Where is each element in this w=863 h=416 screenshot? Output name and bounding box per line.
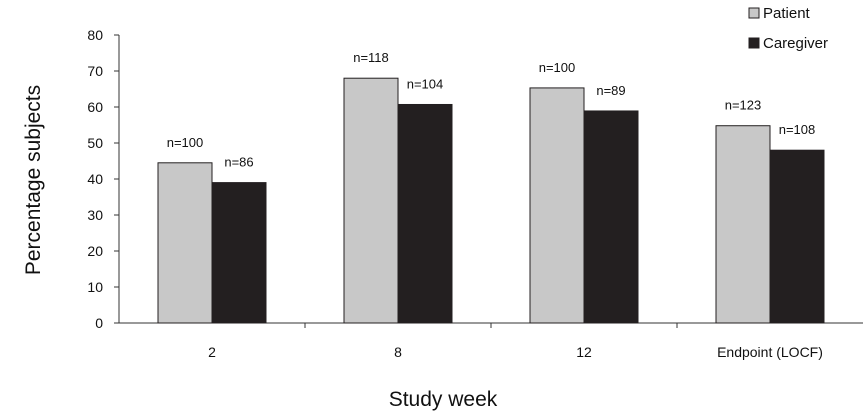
y-axis: 0 10 20 30 40 50 60 70 80 xyxy=(87,27,120,331)
bar-caregiver xyxy=(583,110,639,324)
bar-caregiver xyxy=(211,182,267,324)
y-tick-label: 10 xyxy=(87,279,103,295)
y-axis-title: Percentage subjects xyxy=(22,85,45,275)
y-tick-label: 40 xyxy=(87,171,103,187)
legend-swatch-patient xyxy=(748,7,760,19)
y-tick-label: 70 xyxy=(87,63,103,79)
bar-label-patient: n=118 xyxy=(353,50,389,65)
bar-label-caregiver: n=104 xyxy=(407,76,444,91)
x-tick-label: Endpoint (LOCF) xyxy=(717,344,823,360)
bar-label-patient: n=123 xyxy=(725,98,762,113)
x-tick-label: 2 xyxy=(208,344,216,360)
bar-label-patient: n=100 xyxy=(539,60,576,75)
x-tick-label: 12 xyxy=(576,344,592,360)
y-tick-label: 60 xyxy=(87,99,103,115)
bar-label-caregiver: n=86 xyxy=(224,155,253,170)
bar-label-patient: n=100 xyxy=(167,135,204,150)
legend-label-patient: Patient xyxy=(763,5,811,22)
x-tick-label: 8 xyxy=(394,344,402,360)
bar-patient xyxy=(157,162,213,324)
bar-label-caregiver: n=89 xyxy=(596,83,625,98)
bars xyxy=(157,77,825,324)
bar-caregiver xyxy=(397,103,453,324)
y-tick-label: 0 xyxy=(95,315,103,331)
y-tick-label: 50 xyxy=(87,135,103,151)
bar-patient xyxy=(715,125,771,324)
bar-patient xyxy=(529,87,585,324)
y-tick-label: 30 xyxy=(87,207,103,223)
bar-caregiver xyxy=(769,149,825,324)
legend-label-caregiver: Caregiver xyxy=(763,35,828,52)
x-axis-title: Study week xyxy=(389,388,498,411)
bar-patient xyxy=(343,77,399,324)
bar-label-caregiver: n=108 xyxy=(779,122,816,137)
legend-swatch-caregiver xyxy=(748,37,760,49)
x-axis: 2 8 12 Endpoint (LOCF) xyxy=(119,322,863,360)
y-tick-label: 20 xyxy=(87,243,103,259)
bar-labels: n=100 n=118 n=100 n=123 n=86 n=104 n=89 n=108 xyxy=(167,50,816,169)
y-tick-label: 80 xyxy=(87,27,103,43)
legend: Patient Caregiver xyxy=(748,5,828,52)
